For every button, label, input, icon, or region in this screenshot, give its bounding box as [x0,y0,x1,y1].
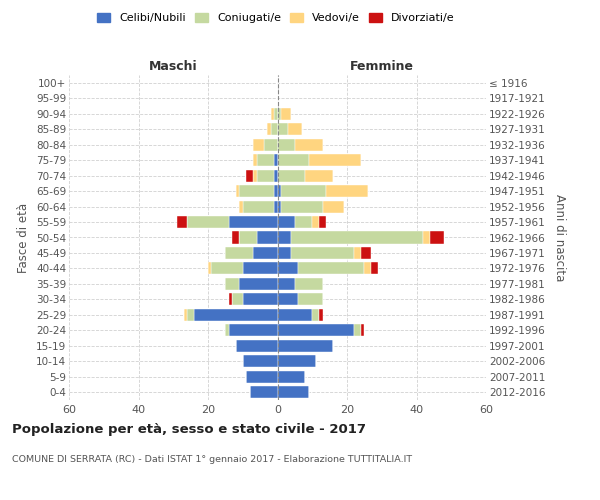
Bar [226,278,239,290]
Bar [277,294,298,306]
Bar [184,309,187,321]
Text: Popolazione per età, sesso e stato civile - 2017: Popolazione per età, sesso e stato civil… [12,422,366,436]
Bar [257,154,274,166]
Bar [274,200,277,212]
Bar [361,247,371,259]
Bar [319,216,326,228]
Bar [281,108,292,120]
Bar [277,309,312,321]
Bar [312,216,319,228]
Text: Femmine: Femmine [350,60,414,72]
Bar [263,138,277,150]
Bar [277,200,281,212]
Bar [253,247,277,259]
Bar [277,356,316,368]
Bar [361,324,364,336]
Bar [364,262,371,274]
Bar [236,185,239,197]
Bar [277,340,333,352]
Text: COMUNE DI SERRATA (RC) - Dati ISTAT 1° gennaio 2017 - Elaborazione TUTTITALIA.IT: COMUNE DI SERRATA (RC) - Dati ISTAT 1° g… [12,455,412,464]
Bar [292,232,424,243]
Bar [424,232,430,243]
Bar [288,123,302,135]
Bar [194,309,277,321]
Bar [277,170,305,181]
Bar [277,278,295,290]
Bar [277,247,292,259]
Bar [354,324,361,336]
Bar [371,262,378,274]
Bar [239,200,243,212]
Bar [274,170,277,181]
Bar [226,247,253,259]
Bar [229,294,232,306]
Bar [236,340,277,352]
Bar [177,216,187,228]
Bar [187,309,194,321]
Bar [277,386,309,398]
Bar [257,232,277,243]
Bar [274,154,277,166]
Y-axis label: Fasce di età: Fasce di età [17,202,31,272]
Bar [305,170,333,181]
Bar [246,371,277,383]
Bar [277,138,295,150]
Bar [246,170,253,181]
Legend: Celibi/Nubili, Coniugati/e, Vedovi/e, Divorziati/e: Celibi/Nubili, Coniugati/e, Vedovi/e, Di… [93,8,459,28]
Bar [295,278,323,290]
Bar [243,262,277,274]
Bar [319,309,323,321]
Bar [267,123,271,135]
Bar [271,123,277,135]
Bar [211,262,243,274]
Bar [281,185,326,197]
Bar [292,247,354,259]
Bar [232,232,239,243]
Bar [277,185,281,197]
Bar [277,154,309,166]
Bar [239,185,274,197]
Bar [229,216,277,228]
Bar [250,386,277,398]
Bar [274,185,277,197]
Bar [298,294,323,306]
Bar [277,232,292,243]
Bar [257,170,274,181]
Bar [232,294,243,306]
Bar [229,324,277,336]
Bar [312,309,319,321]
Bar [239,232,257,243]
Bar [309,154,361,166]
Bar [253,138,263,150]
Text: Maschi: Maschi [149,60,197,72]
Bar [430,232,444,243]
Bar [323,200,344,212]
Bar [277,108,281,120]
Bar [243,200,274,212]
Bar [277,123,288,135]
Bar [208,262,211,274]
Bar [243,356,277,368]
Bar [271,108,274,120]
Bar [243,294,277,306]
Bar [277,216,295,228]
Bar [253,170,257,181]
Bar [326,185,368,197]
Bar [239,278,277,290]
Bar [295,216,312,228]
Bar [253,154,257,166]
Bar [298,262,364,274]
Bar [277,262,298,274]
Bar [226,324,229,336]
Y-axis label: Anni di nascita: Anni di nascita [553,194,566,281]
Bar [277,371,305,383]
Bar [295,138,323,150]
Bar [187,216,229,228]
Bar [277,324,354,336]
Bar [281,200,323,212]
Bar [274,108,277,120]
Bar [354,247,361,259]
